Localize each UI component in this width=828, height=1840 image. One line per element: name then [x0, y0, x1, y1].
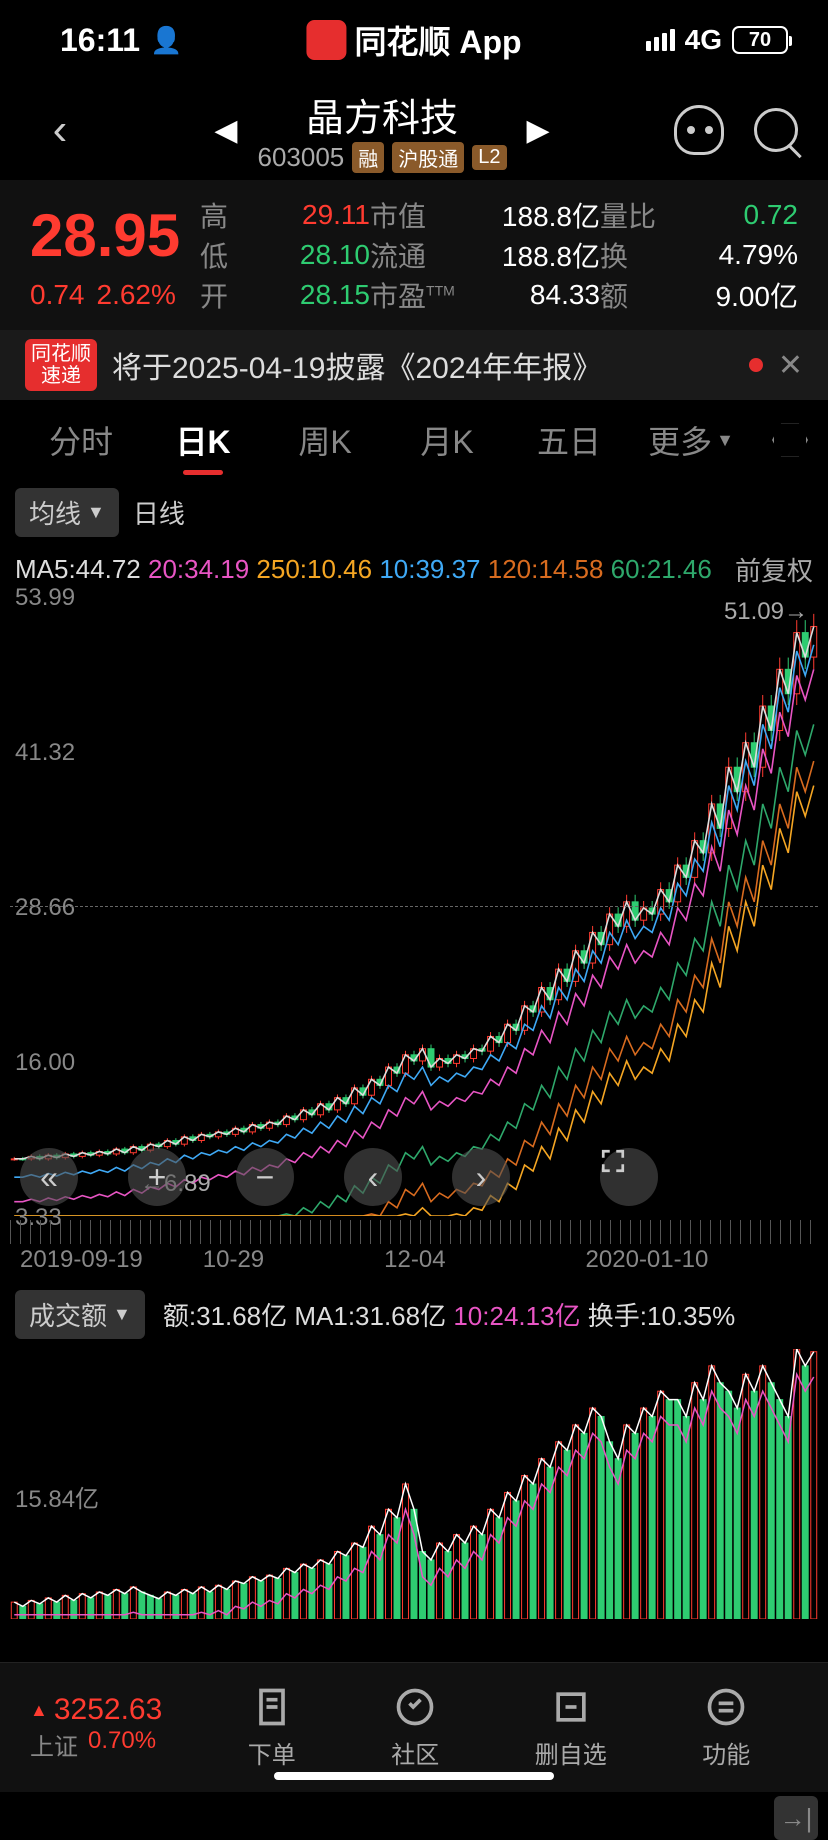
prev-stock-button[interactable]: ◀	[214, 113, 237, 148]
volume-y-tick: 15.84亿	[15, 1479, 99, 1514]
tab-日K[interactable]: 日K	[142, 417, 264, 463]
current-price: 28.95	[30, 201, 200, 270]
news-banner[interactable]: 同花顺 速递 将于2025-04-19披露《2024年年报》 ✕	[0, 330, 828, 400]
volratio-value: 0.72	[680, 199, 798, 231]
period-label: 日线	[133, 494, 185, 531]
news-close-button[interactable]: ✕	[778, 348, 803, 383]
ma-dropdown[interactable]: 均线 ▼	[15, 488, 119, 537]
badge-l2: L2	[472, 145, 506, 170]
app-name: 同花顺 App	[354, 17, 521, 63]
badge-margin: 融	[352, 142, 384, 173]
news-dot-icon	[749, 358, 763, 372]
chart-zoom-in-button[interactable]: +	[128, 1148, 186, 1206]
bottom-remove-button[interactable]: 删自选	[535, 1685, 607, 1770]
open-value: 28.15	[260, 279, 370, 311]
ma-value: 10:39.37	[379, 554, 487, 584]
tab-月K[interactable]: 月K	[386, 417, 508, 463]
bottom-community-button[interactable]: 社区	[391, 1685, 439, 1770]
amount-label: 额	[600, 275, 680, 315]
volume-chart[interactable]: 15.84亿	[10, 1349, 818, 1619]
chart-next-button[interactable]: ›	[452, 1148, 510, 1206]
chart-back-button[interactable]: «	[20, 1148, 78, 1206]
bottom-more-button[interactable]: 功能	[702, 1685, 750, 1770]
tab-五日[interactable]: 五日	[508, 417, 630, 463]
y-tick: 28.66	[15, 894, 75, 922]
network-label: 4G	[685, 24, 722, 56]
turnover-value: 4.79%	[680, 239, 798, 271]
chart-zoom-out-button[interactable]: −	[236, 1148, 294, 1206]
vol-value: 10:24.13亿	[453, 1301, 587, 1331]
time-ruler	[10, 1220, 818, 1244]
status-time: 16:11	[60, 22, 140, 59]
low-value: 28.10	[260, 239, 370, 271]
app-icon	[306, 20, 346, 60]
bottom-order-button[interactable]: 下单	[248, 1685, 296, 1770]
badge-connect: 沪股通	[392, 142, 464, 173]
quote-panel: 28.95 高 29.11 市值 188.8亿 量比 0.72 低 28.10 …	[0, 180, 828, 330]
profile-icon: 👤	[150, 25, 182, 56]
index-box[interactable]: ▲3252.63 上证0.70%	[30, 1693, 200, 1762]
bottom-bar: ▲3252.63 上证0.70% 下单 社区 删自选 功能	[0, 1662, 828, 1792]
ma-value: 250:10.46	[256, 554, 379, 584]
y-tick: 53.99	[15, 584, 75, 612]
period-tabs: 分时日K周K月K五日更多▼	[0, 400, 828, 480]
stock-name: 晶方科技	[257, 87, 506, 142]
status-bar: 16:11 👤 同花顺 App 4G 70	[0, 0, 828, 80]
battery-icon: 70	[732, 26, 788, 54]
news-text: 将于2025-04-19披露《2024年年报》	[112, 343, 602, 387]
pe-value: 84.33	[460, 279, 600, 311]
volratio-label: 量比	[600, 195, 680, 235]
candlestick-chart[interactable]: 53.9941.3228.6616.003.33 51.09→ ←6.89 « …	[10, 596, 818, 1216]
ma-value: 120:14.58	[488, 554, 611, 584]
next-stock-button[interactable]: ▶	[527, 113, 550, 148]
back-button[interactable]: ‹	[30, 105, 90, 155]
tab-周K[interactable]: 周K	[264, 417, 386, 463]
volume-header: 成交额 ▼ 额:31.68亿 MA1:31.68亿 10:24.13亿 换手:1…	[0, 1280, 828, 1349]
ma-value: MA5:44.72	[15, 554, 148, 584]
home-indicator	[274, 1772, 554, 1780]
price-change: 0.742.62%	[30, 279, 200, 311]
date-axis: 2019-09-19 10-29 12-04 2020-01-10 →|	[0, 1240, 828, 1280]
high-value: 29.11	[260, 199, 370, 231]
signal-icon	[646, 29, 675, 51]
y-tick: 41.32	[15, 739, 75, 767]
stock-code: 603005	[257, 142, 344, 173]
high-label: 高	[200, 195, 260, 235]
float-value: 188.8亿	[460, 235, 600, 275]
settings-icon[interactable]	[772, 422, 808, 458]
fullscreen-button[interactable]	[600, 1148, 658, 1206]
ma-value: 20:34.19	[148, 554, 256, 584]
amount-value: 9.00亿	[680, 275, 798, 315]
chart-prev-button[interactable]: ‹	[344, 1148, 402, 1206]
tab-分时[interactable]: 分时	[20, 417, 142, 463]
open-label: 开	[200, 275, 260, 315]
ma-indicator-bar: 均线 ▼ 日线 MA5:44.72 20:34.19 250:10.46 10:…	[0, 480, 828, 596]
chart-top-arrow: 51.09→	[724, 598, 808, 626]
float-label: 流通	[370, 235, 460, 275]
adjust-mode[interactable]: 前复权	[735, 551, 813, 588]
vol-value: 换手:10.35%	[588, 1301, 735, 1331]
goto-latest-button[interactable]: →|	[774, 1796, 818, 1840]
volume-dropdown[interactable]: 成交额 ▼	[15, 1290, 145, 1339]
title-bar: ‹ ◀ 晶方科技 603005 融 沪股通 L2 ▶	[0, 80, 828, 180]
ma-value: 60:21.46	[611, 554, 712, 584]
pe-label: 市盈TTM	[370, 275, 460, 315]
ai-assistant-icon[interactable]	[674, 105, 724, 155]
turnover-label: 换	[600, 235, 680, 275]
mktcap-label: 市值	[370, 195, 460, 235]
news-badge-icon: 同花顺 速递	[25, 339, 97, 391]
vol-value: MA1:31.68亿	[294, 1301, 453, 1331]
vol-value: 额:31.68亿	[163, 1301, 295, 1331]
price-dash-line	[10, 906, 818, 907]
low-label: 低	[200, 235, 260, 275]
mktcap-value: 188.8亿	[460, 195, 600, 235]
y-tick: 16.00	[15, 1049, 75, 1077]
search-icon[interactable]	[754, 108, 798, 152]
tab-更多[interactable]: 更多▼	[630, 417, 752, 463]
